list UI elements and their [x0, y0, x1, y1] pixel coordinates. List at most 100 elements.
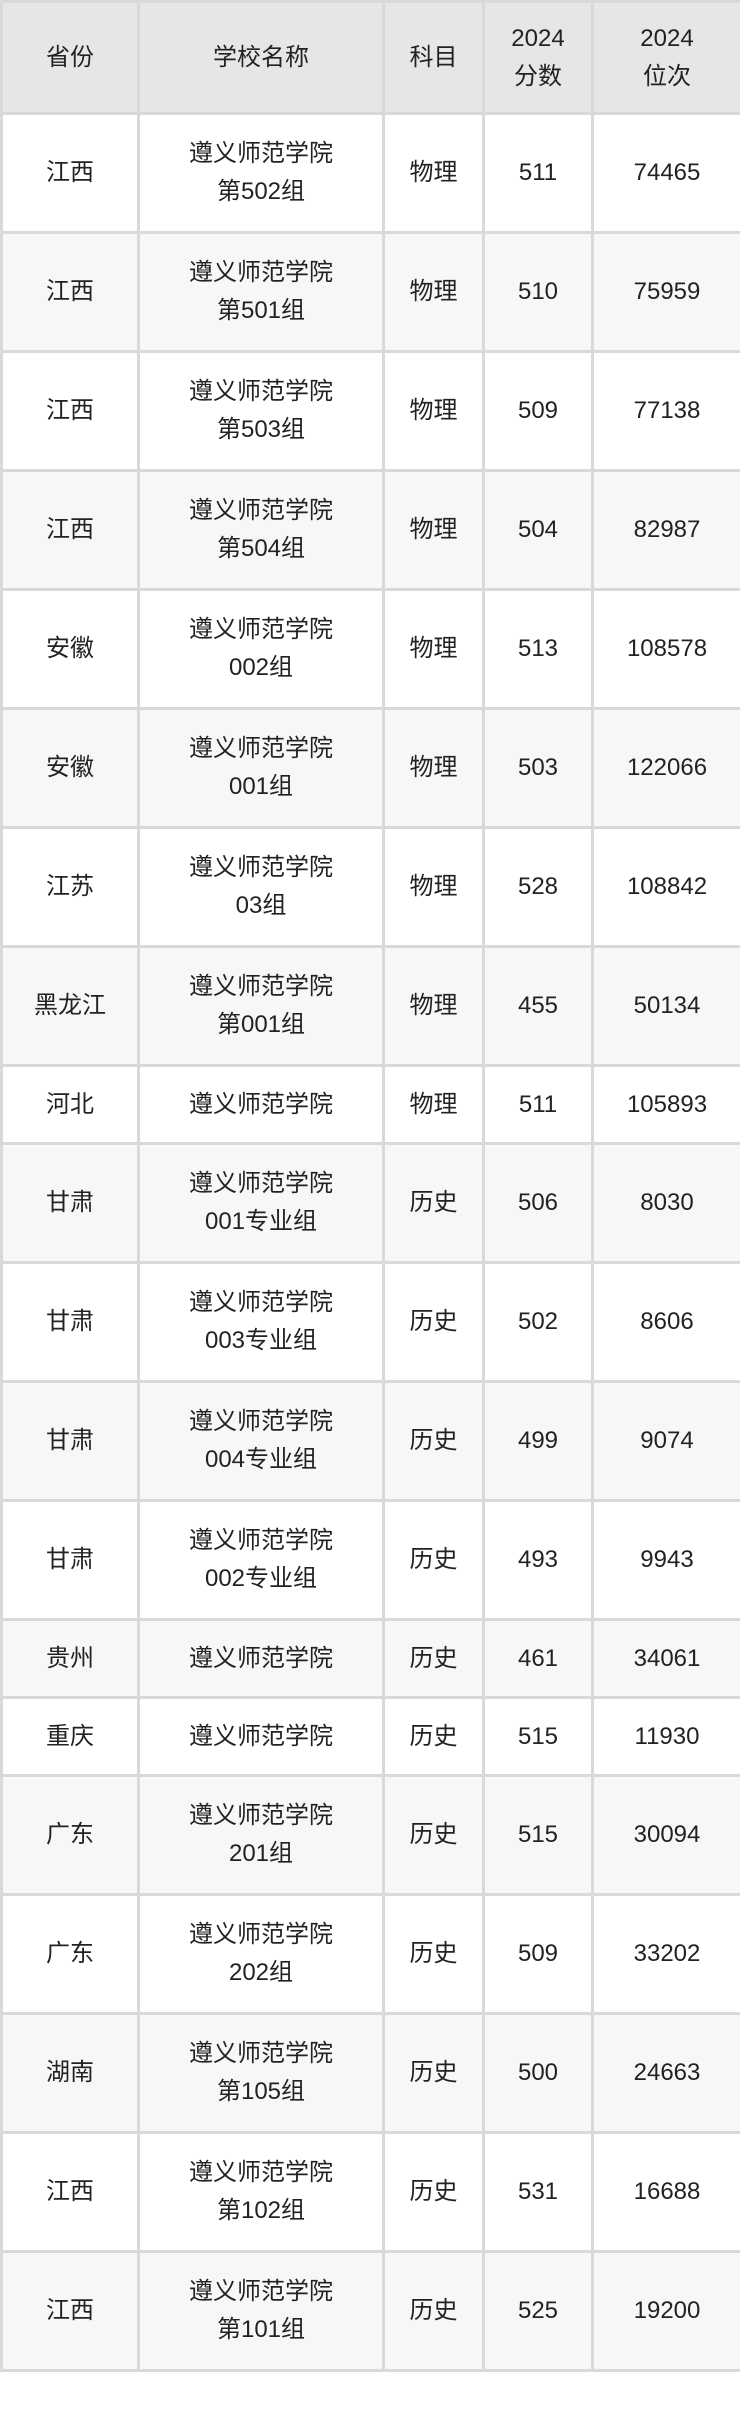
table-row: 江西 遵义师范学院 第503组 物理 509 77138	[0, 350, 740, 472]
school-cell: 遵义师范学院 第502组	[137, 112, 385, 234]
school-line: 002专业组	[204, 1565, 318, 1592]
rank-cell: 77138	[591, 350, 740, 472]
header-subject: 科目	[382, 0, 485, 115]
header-line: 2024	[511, 24, 565, 52]
rank-cell: 108842	[591, 826, 740, 948]
school-line: 遵义师范学院	[189, 1722, 333, 1750]
score-cell: 511	[482, 112, 594, 234]
score-cell: 502	[482, 1261, 594, 1383]
table-row: 河北 遵义师范学院 物理 511 105893	[0, 1064, 740, 1145]
table-row: 甘肃 遵义师范学院 003专业组 历史 502 8606	[0, 1261, 740, 1383]
header-line: 省份	[46, 43, 94, 71]
school-line: 第501组	[216, 297, 306, 324]
school-cell: 遵义师范学院 001组	[137, 707, 385, 829]
province-cell: 安徽	[0, 588, 140, 710]
province-cell: 重庆	[0, 1696, 140, 1777]
province-cell: 广东	[0, 1774, 140, 1896]
province-cell: 江西	[0, 469, 140, 591]
school-cell: 遵义师范学院 第105组	[137, 2012, 385, 2134]
school-cell: 遵义师范学院 002组	[137, 588, 385, 710]
table-row: 甘肃 遵义师范学院 002专业组 历史 493 9943	[0, 1499, 740, 1621]
rank-cell: 8030	[591, 1142, 740, 1264]
province-cell: 江西	[0, 231, 140, 353]
score-cell: 531	[482, 2131, 594, 2253]
school-cell: 遵义师范学院 002专业组	[137, 1499, 385, 1621]
subject-cell: 物理	[382, 231, 485, 353]
table-row: 江西 遵义师范学院 第101组 历史 525 19200	[0, 2250, 740, 2372]
school-line: 遵义师范学院	[189, 1921, 333, 1948]
province-cell: 安徽	[0, 707, 140, 829]
rank-cell: 33202	[591, 1893, 740, 2015]
school-line: 第502组	[216, 178, 306, 205]
subject-cell: 物理	[382, 112, 485, 234]
rank-cell: 9943	[591, 1499, 740, 1621]
score-cell: 509	[482, 350, 594, 472]
score-cell: 509	[482, 1893, 594, 2015]
province-cell: 江西	[0, 350, 140, 472]
subject-cell: 历史	[382, 2131, 485, 2253]
school-cell: 遵义师范学院	[137, 1064, 385, 1145]
school-line: 002组	[228, 654, 294, 681]
province-cell: 江西	[0, 112, 140, 234]
rank-cell: 30094	[591, 1774, 740, 1896]
school-line: 遵义师范学院	[189, 1527, 333, 1554]
school-line: 第105组	[216, 2078, 306, 2105]
school-line: 遵义师范学院	[189, 259, 333, 286]
table-row: 江西 遵义师范学院 第502组 物理 511 74465	[0, 112, 740, 234]
school-line: 第102组	[216, 2197, 306, 2224]
school-cell: 遵义师范学院 第101组	[137, 2250, 385, 2372]
subject-cell: 历史	[382, 2012, 485, 2134]
school-line: 遵义师范学院	[189, 378, 333, 405]
school-line: 遵义师范学院	[189, 1644, 333, 1672]
table-row: 湖南 遵义师范学院 第105组 历史 500 24663	[0, 2012, 740, 2134]
province-cell: 河北	[0, 1064, 140, 1145]
subject-cell: 物理	[382, 1064, 485, 1145]
school-cell: 遵义师范学院	[137, 1618, 385, 1699]
school-line: 遵义师范学院	[189, 140, 333, 167]
school-cell: 遵义师范学院 003专业组	[137, 1261, 385, 1383]
school-line: 03组	[235, 892, 287, 919]
table-row: 安徽 遵义师范学院 002组 物理 513 108578	[0, 588, 740, 710]
province-cell: 江苏	[0, 826, 140, 948]
school-line: 001专业组	[204, 1208, 318, 1235]
school-line: 遵义师范学院	[189, 2278, 333, 2305]
rank-cell: 105893	[591, 1064, 740, 1145]
table-row: 江苏 遵义师范学院 03组 物理 528 108842	[0, 826, 740, 948]
table-row: 黑龙江 遵义师范学院 第001组 物理 455 50134	[0, 945, 740, 1067]
header-rank: 2024 位次	[591, 0, 740, 115]
school-line: 201组	[228, 1840, 294, 1867]
school-line: 遵义师范学院	[189, 1802, 333, 1829]
rank-cell: 50134	[591, 945, 740, 1067]
school-line: 第504组	[216, 535, 306, 562]
score-cell: 515	[482, 1696, 594, 1777]
province-cell: 甘肃	[0, 1142, 140, 1264]
school-cell: 遵义师范学院 201组	[137, 1774, 385, 1896]
school-cell: 遵义师范学院 第503组	[137, 350, 385, 472]
school-cell: 遵义师范学院	[137, 1696, 385, 1777]
school-line: 遵义师范学院	[189, 854, 333, 881]
school-line: 遵义师范学院	[189, 2040, 333, 2067]
province-cell: 贵州	[0, 1618, 140, 1699]
school-line: 202组	[228, 1959, 294, 1986]
rank-cell: 9074	[591, 1380, 740, 1502]
header-province: 省份	[0, 0, 140, 115]
score-cell: 525	[482, 2250, 594, 2372]
school-line: 遵义师范学院	[189, 1090, 333, 1118]
table-row: 广东 遵义师范学院 202组 历史 509 33202	[0, 1893, 740, 2015]
province-cell: 江西	[0, 2131, 140, 2253]
school-line: 遵义师范学院	[189, 616, 333, 643]
school-cell: 遵义师范学院 第001组	[137, 945, 385, 1067]
rank-cell: 82987	[591, 469, 740, 591]
table-row: 江西 遵义师范学院 第504组 物理 504 82987	[0, 469, 740, 591]
province-cell: 甘肃	[0, 1499, 140, 1621]
province-cell: 湖南	[0, 2012, 140, 2134]
score-cell: 506	[482, 1142, 594, 1264]
school-cell: 遵义师范学院 第504组	[137, 469, 385, 591]
school-line: 003专业组	[204, 1327, 318, 1354]
rank-cell: 19200	[591, 2250, 740, 2372]
subject-cell: 物理	[382, 350, 485, 472]
subject-cell: 历史	[382, 1696, 485, 1777]
score-cell: 513	[482, 588, 594, 710]
score-cell: 461	[482, 1618, 594, 1699]
score-cell: 515	[482, 1774, 594, 1896]
